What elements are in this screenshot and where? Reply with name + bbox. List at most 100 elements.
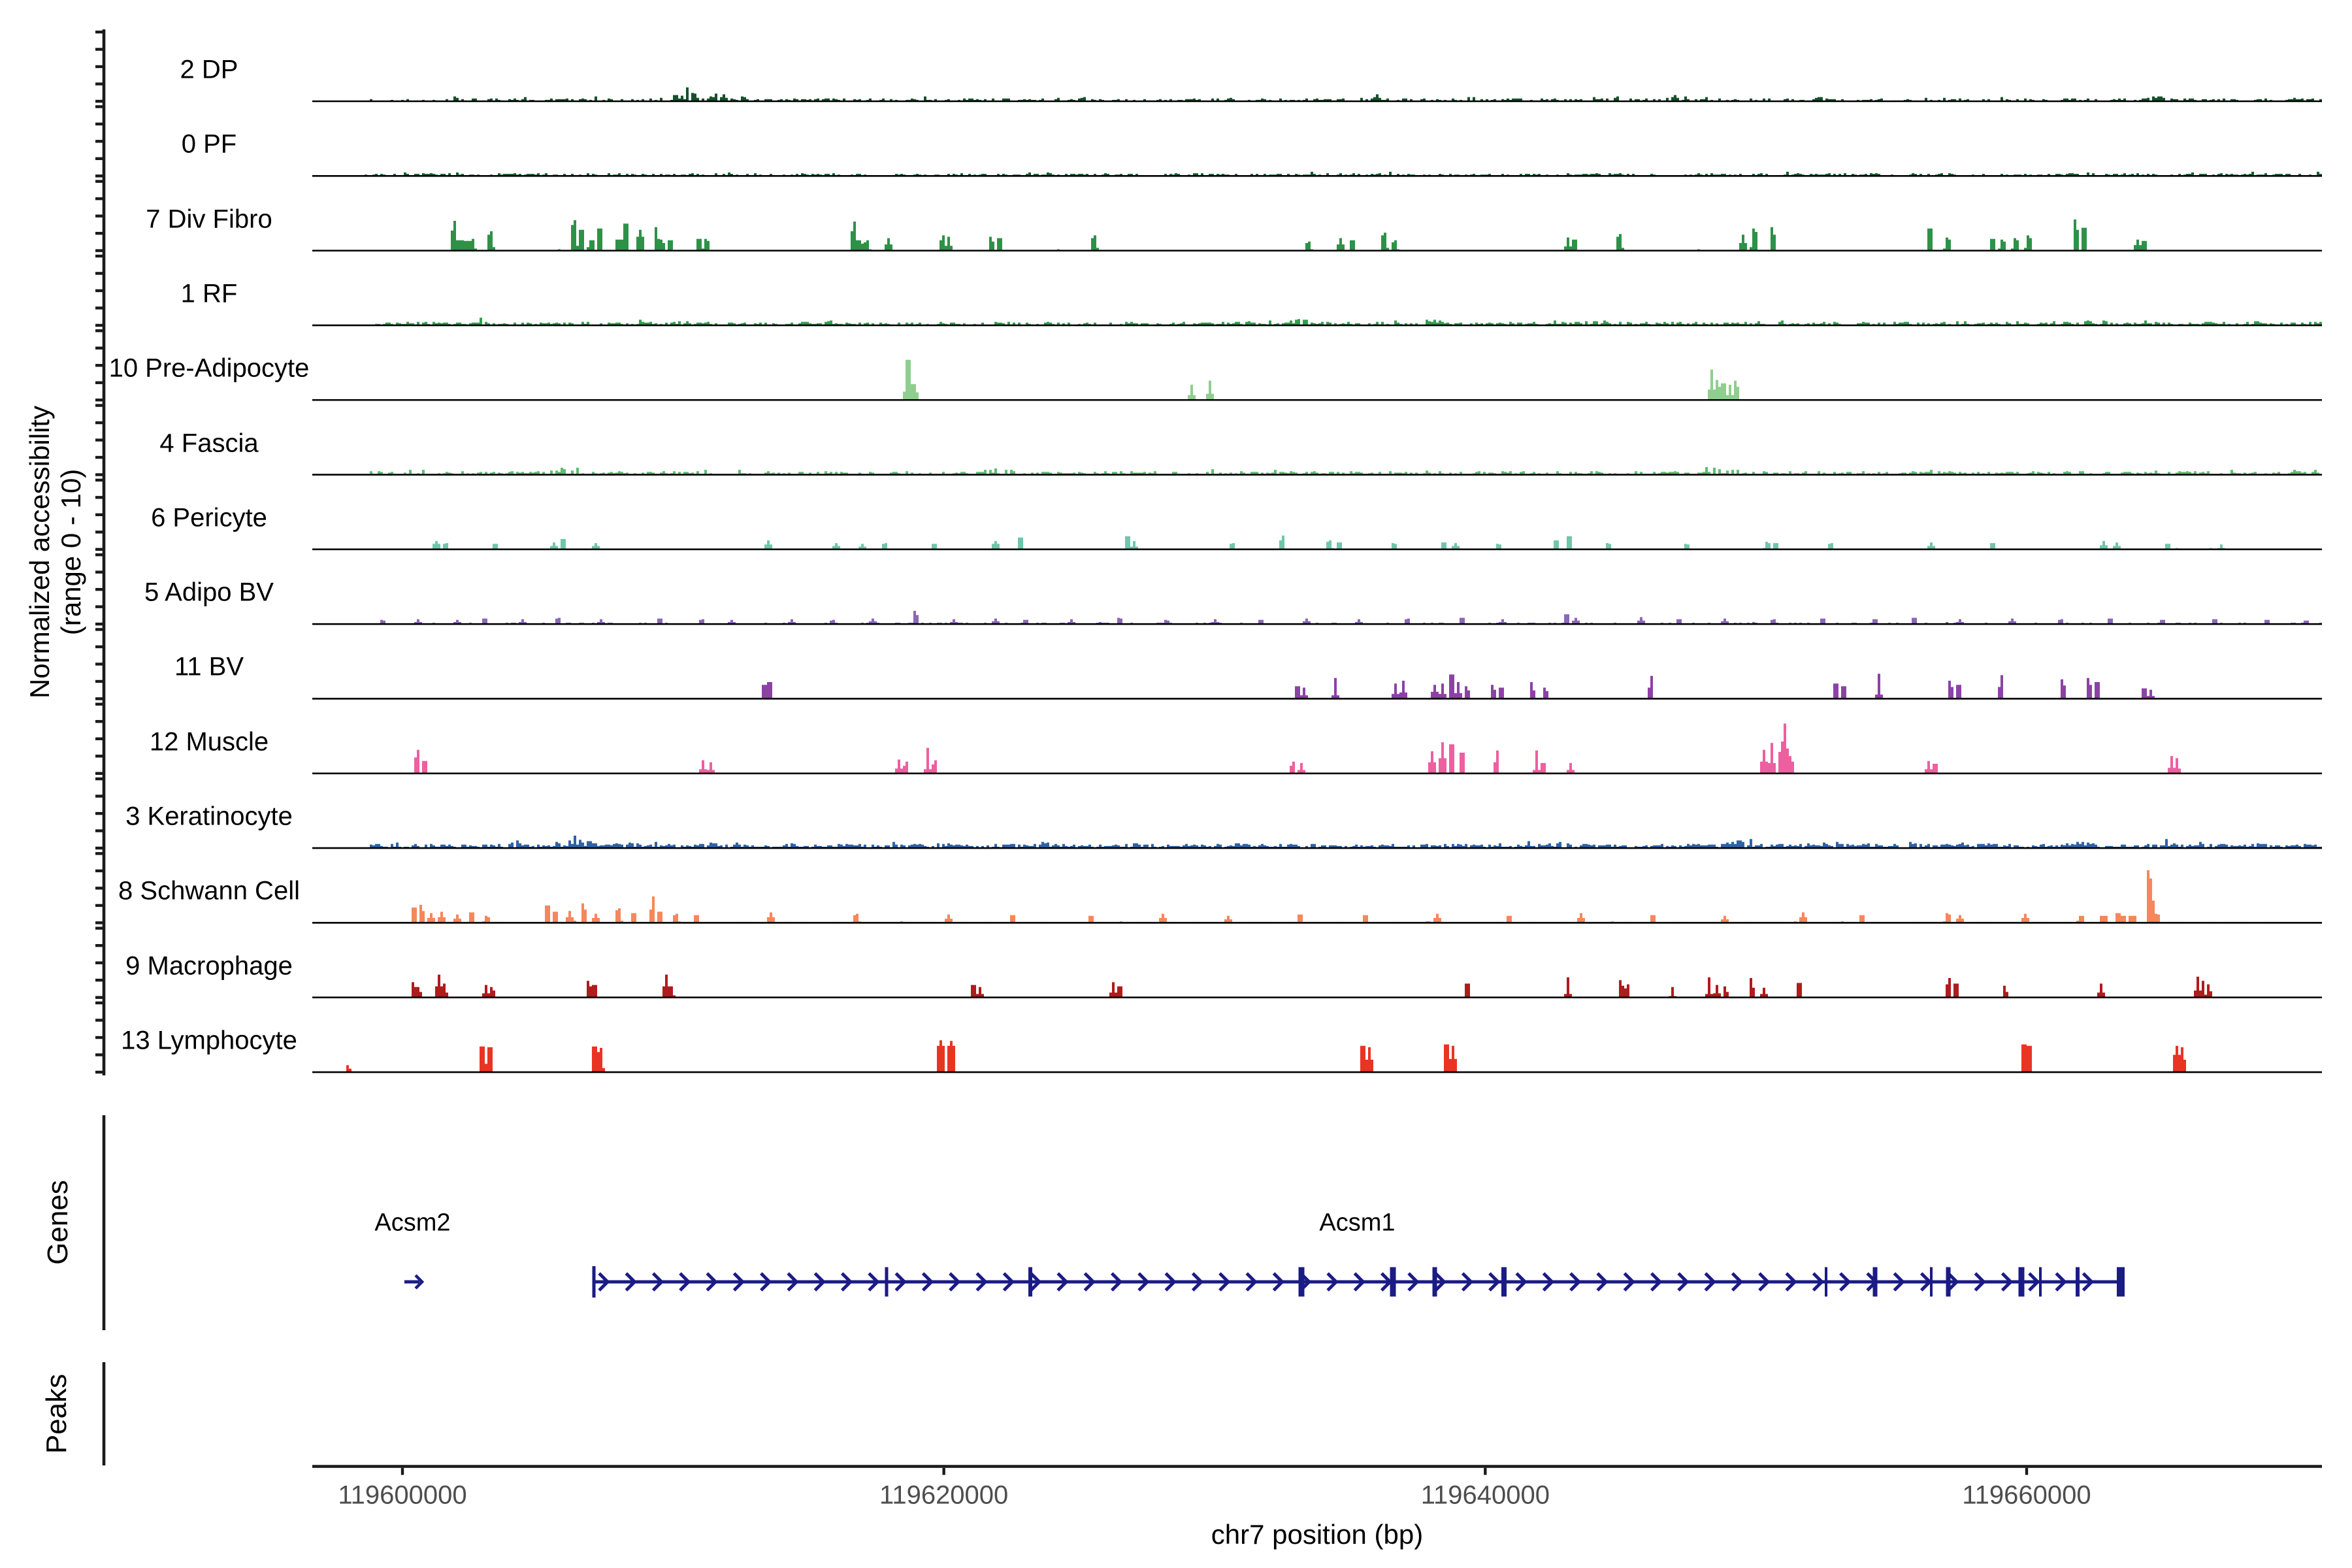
x-tick-label-2: 119640000	[1420, 1480, 1550, 1510]
track-label-9: 11 BV	[174, 652, 244, 681]
gene-exon-Acsm1-0	[592, 1266, 596, 1298]
gene-strand-chevron	[1677, 1272, 1690, 1292]
y-axis-title-line2: (range 0 - 10)	[56, 468, 86, 636]
gene-strand-chevron	[1164, 1272, 1177, 1292]
gene-strand-chevron	[625, 1272, 637, 1292]
gene-strand-chevron	[2082, 1272, 2095, 1292]
gene-strand-chevron	[868, 1272, 880, 1292]
gene-exon-Acsm1-11	[2018, 1267, 2025, 1297]
track-label-1: 2 DP	[180, 55, 238, 84]
gene-strand-chevron	[598, 1272, 610, 1292]
gene-strand-chevron	[2028, 1272, 2040, 1292]
gene-strand-chevron	[787, 1272, 799, 1292]
gene-strand-chevron	[1731, 1272, 1744, 1292]
gene-exon-Acsm1-3	[1298, 1267, 1305, 1297]
gene-strand-chevron	[1110, 1272, 1123, 1292]
gene-strand-chevron	[975, 1272, 988, 1292]
gene-strand-chevron	[1353, 1272, 1365, 1292]
gene-strand-chevron	[2055, 1272, 2067, 1292]
gene-strand-chevron	[679, 1272, 691, 1292]
gene-strand-chevron	[1272, 1272, 1285, 1292]
gene-strand-chevron	[1650, 1272, 1663, 1292]
signal-area-6	[312, 466, 2322, 475]
gene-strand-chevron	[1623, 1272, 1635, 1292]
signal-area-7	[312, 535, 2322, 549]
gene-strand-chevron	[1083, 1272, 1096, 1292]
gene-strand-chevron	[921, 1272, 934, 1292]
x-tick-label-1: 119620000	[879, 1480, 1009, 1510]
genes-section-label: Genes	[42, 1180, 74, 1265]
gene-strand-chevron	[732, 1272, 745, 1292]
gene-strand-chevron	[1542, 1272, 1555, 1292]
gene-strand-chevron	[1245, 1272, 1258, 1292]
gene-strand-chevron	[1758, 1272, 1771, 1292]
gene-exon-Acsm1-9	[1929, 1267, 1933, 1297]
signal-area-12	[312, 870, 2322, 923]
gene-strand-chevron	[1515, 1272, 1527, 1292]
gene-strand-chevron	[2001, 1272, 2014, 1292]
gene-strand-chevron	[1488, 1272, 1501, 1292]
gene-exon-Acsm1-5	[1432, 1267, 1437, 1297]
x-tick-label-3: 119660000	[1962, 1480, 2091, 1510]
signal-area-14	[312, 1040, 2322, 1073]
peaks-section-label: Peaks	[41, 1373, 73, 1454]
gene-strand-chevron	[1002, 1272, 1015, 1292]
gene-strand-chevron	[1704, 1272, 1716, 1292]
gene-strand-chevron	[1893, 1272, 1905, 1292]
gene-strand-chevron	[1947, 1272, 1959, 1292]
gene-strand-chevron	[1407, 1272, 1420, 1292]
gene-exon-Acsm1-14	[2116, 1267, 2125, 1297]
gene-name-Acsm1: Acsm1	[1319, 1209, 1396, 1237]
x-tick-label-0: 119600000	[338, 1480, 467, 1510]
gene-exon-Acsm1-8	[1872, 1267, 1878, 1297]
track-label-6: 4 Fascia	[159, 429, 259, 458]
track-label-7: 6 Pericyte	[151, 503, 267, 532]
gene-name-Acsm2: Acsm2	[374, 1209, 451, 1237]
gene-exon-Acsm1-1	[885, 1267, 889, 1297]
track-label-8: 5 Adipo BV	[144, 578, 274, 607]
signal-area-10	[312, 723, 2322, 774]
track-label-10: 12 Muscle	[149, 727, 269, 757]
gene-strand-chevron	[1919, 1272, 1933, 1292]
gene-strand-chevron	[1326, 1272, 1339, 1292]
track-label-3: 7 Div Fibro	[146, 204, 272, 234]
track-label-2: 0 PF	[181, 129, 237, 159]
gene-strand-chevron	[1056, 1272, 1069, 1292]
gene-exon-Acsm1-13	[2076, 1267, 2080, 1297]
gene-strand-chevron	[813, 1272, 826, 1292]
gene-strand-chevron	[1569, 1272, 1582, 1292]
gene-strand-chevron	[1596, 1272, 1609, 1292]
gene-exon-Acsm1-6	[1501, 1267, 1507, 1297]
track-label-13: 9 Macrophage	[125, 951, 293, 981]
y-axis-title-line1: Normalized accessibility	[24, 405, 55, 699]
gene-strand-chevron	[1812, 1272, 1825, 1292]
gene-exon-Acsm1-10	[1946, 1267, 1951, 1297]
gene-strand-chevron	[949, 1272, 961, 1292]
gene-strand-chevron	[706, 1272, 718, 1292]
signal-area-5	[312, 359, 2322, 400]
signal-area-11	[312, 836, 2322, 849]
signal-area-3	[312, 219, 2322, 251]
track-label-12: 8 Schwann Cell	[118, 876, 300, 906]
gene-strand-chevron	[1191, 1272, 1204, 1292]
gene-strand-chevron	[840, 1272, 853, 1292]
gene-strand-chevron	[1839, 1272, 1852, 1292]
gene-strand-chevron	[1030, 1272, 1042, 1292]
signal-area-4	[312, 318, 2322, 325]
gene-strand-chevron	[1785, 1272, 1797, 1292]
gene-strand-chevron	[1974, 1272, 1986, 1292]
track-label-14: 13 Lymphocyte	[121, 1026, 297, 1055]
signal-area-2	[312, 171, 2322, 176]
signal-area-9	[312, 674, 2322, 699]
track-label-4: 1 RF	[180, 279, 238, 308]
y-axis-title: Normalized accessibility (range 0 - 10)	[24, 406, 87, 698]
gene-exon-Acsm1-12	[2039, 1267, 2042, 1297]
x-axis-title: chr7 position (bp)	[1211, 1519, 1424, 1550]
gene-strand-chevron	[1434, 1272, 1446, 1292]
gene-exon-Acsm1-4	[1390, 1267, 1396, 1297]
gene-exon-Acsm1-7	[1825, 1267, 1828, 1297]
signal-area-1	[312, 87, 2322, 101]
track-label-11: 3 Keratinocyte	[125, 802, 293, 831]
signal-area-8	[312, 611, 2322, 625]
